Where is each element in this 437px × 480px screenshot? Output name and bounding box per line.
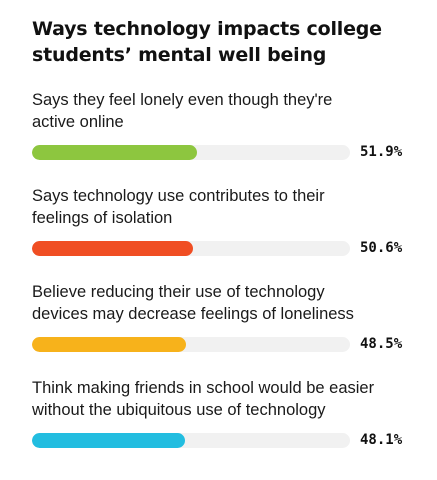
bar-track [32,337,350,352]
chart-title: Ways technology impacts college students… [32,18,382,66]
value-label: 48.1% [360,432,403,448]
bar-row: 48.5% [32,335,412,353]
bar-fill [32,145,198,160]
bar-row: 50.6% [32,239,412,257]
value-label: 48.5% [360,336,403,352]
bar-track [32,433,350,448]
bar-track [32,145,350,160]
bar-row: 51.9% [32,143,412,161]
bar-item: Says technology use contributes to their… [32,185,412,256]
value-label: 51.9% [360,144,403,160]
bar-track [32,241,350,256]
chart: Ways technology impacts college students… [32,16,412,448]
bar-row: 48.1% [32,431,412,449]
bar-item: Believe reducing their use of technology… [32,281,412,352]
bar-item: Think making friends in school would be … [32,377,412,448]
bar-item: Says they feel lonely even though they'r… [32,89,412,160]
category-label: Believe reducing their use of technology… [32,283,354,323]
bar-fill [32,433,185,448]
category-label: Think making friends in school would be … [32,379,375,419]
value-label: 50.6% [360,240,403,256]
category-label: Says technology use contributes to their… [32,187,325,227]
bar-fill [32,337,187,352]
bar-fill [32,241,193,256]
category-label: Says they feel lonely even though they'r… [32,91,333,131]
